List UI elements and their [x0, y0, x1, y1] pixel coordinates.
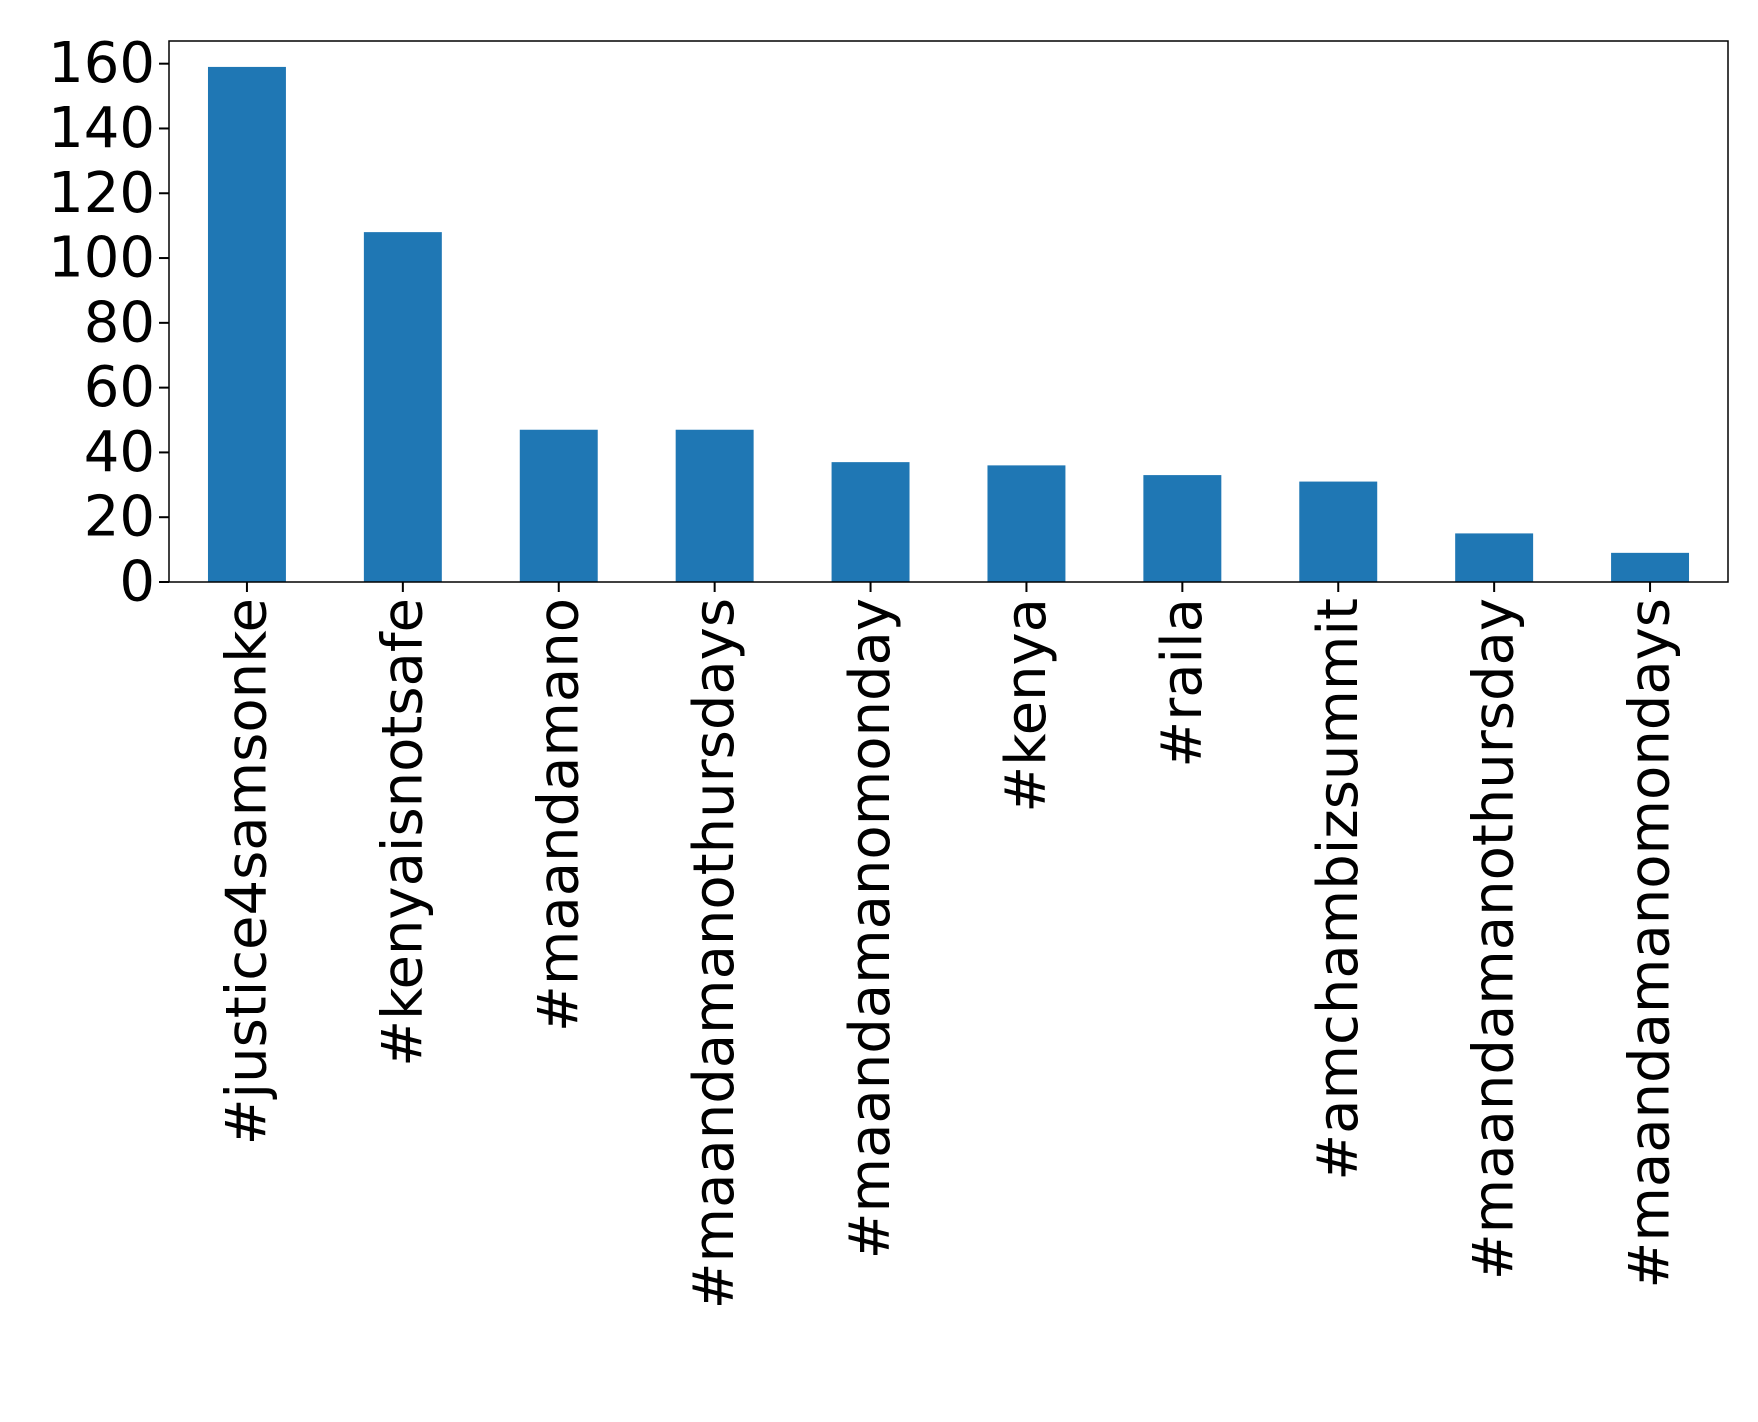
bar	[363, 232, 442, 583]
y-tick-label: 100	[48, 226, 155, 291]
y-tick-label: 60	[84, 355, 155, 420]
bar	[675, 429, 754, 582]
y-tick-label: 140	[48, 96, 155, 161]
y-tick-label: 40	[84, 420, 155, 485]
y-tick-label: 20	[84, 485, 155, 550]
x-tick-label: #kenyaisnotsafe	[370, 598, 435, 1067]
x-tick-label: #amchambizsummit	[1306, 598, 1371, 1181]
bar	[519, 429, 598, 582]
x-tick-label: #maandamanomonday	[838, 598, 903, 1259]
x-tick-label: #kenya	[994, 598, 1059, 813]
x-tick-label: #maandamano	[526, 598, 591, 1032]
bar	[831, 462, 910, 582]
plot-frame	[168, 40, 1729, 583]
bar	[207, 66, 286, 583]
bar	[1299, 481, 1378, 582]
x-tick-label: #maandamanothursdays	[682, 598, 747, 1309]
bar	[987, 465, 1066, 582]
y-tick-label: 80	[84, 290, 155, 355]
x-tick-label: #raila	[1150, 598, 1215, 768]
bar	[1143, 475, 1222, 582]
y-tick-label: 120	[48, 161, 155, 226]
x-tick-label: #justice4samsonke	[214, 598, 279, 1145]
x-tick-label: #maandamanothursday	[1462, 598, 1527, 1280]
bar	[1611, 552, 1690, 582]
bar	[1455, 533, 1534, 582]
x-tick-label: #maandamanomondays	[1618, 598, 1683, 1289]
y-tick-label: 0	[119, 550, 155, 615]
y-tick-label: 160	[48, 31, 155, 96]
